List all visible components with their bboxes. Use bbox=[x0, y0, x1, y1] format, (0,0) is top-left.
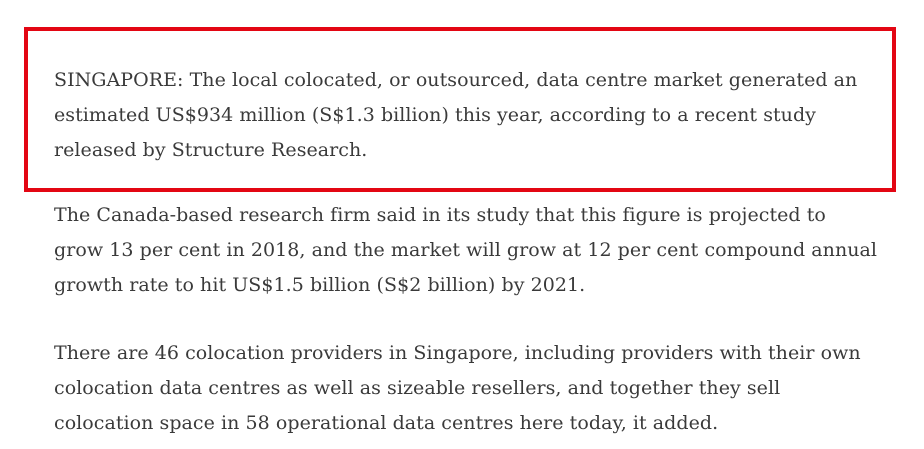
paragraph-line: estimated US$934 million (S$1.3 billion)… bbox=[54, 104, 816, 126]
paragraph-line: There are 46 colocation providers in Sin… bbox=[54, 342, 861, 364]
paragraph-line: The Canada-based research firm said in i… bbox=[54, 204, 826, 226]
paragraph-line: growth rate to hit US$1.5 billion (S$2 b… bbox=[54, 274, 586, 296]
paragraph-providers: There are 46 colocation providers in Sin… bbox=[54, 336, 904, 441]
paragraph-line: released by Structure Research. bbox=[54, 139, 368, 161]
paragraph-line: grow 13 per cent in 2018, and the market… bbox=[54, 239, 878, 261]
paragraph-line: SINGAPORE: The local colocated, or outso… bbox=[54, 69, 858, 91]
highlight-box bbox=[24, 27, 896, 192]
paragraph-line: colocation data centres as well as sizea… bbox=[54, 377, 781, 399]
paragraph-line: colocation space in 58 operational data … bbox=[54, 412, 719, 434]
paragraph-lead: SINGAPORE: The local colocated, or outso… bbox=[54, 63, 904, 168]
paragraph-growth: The Canada-based research firm said in i… bbox=[54, 198, 904, 303]
